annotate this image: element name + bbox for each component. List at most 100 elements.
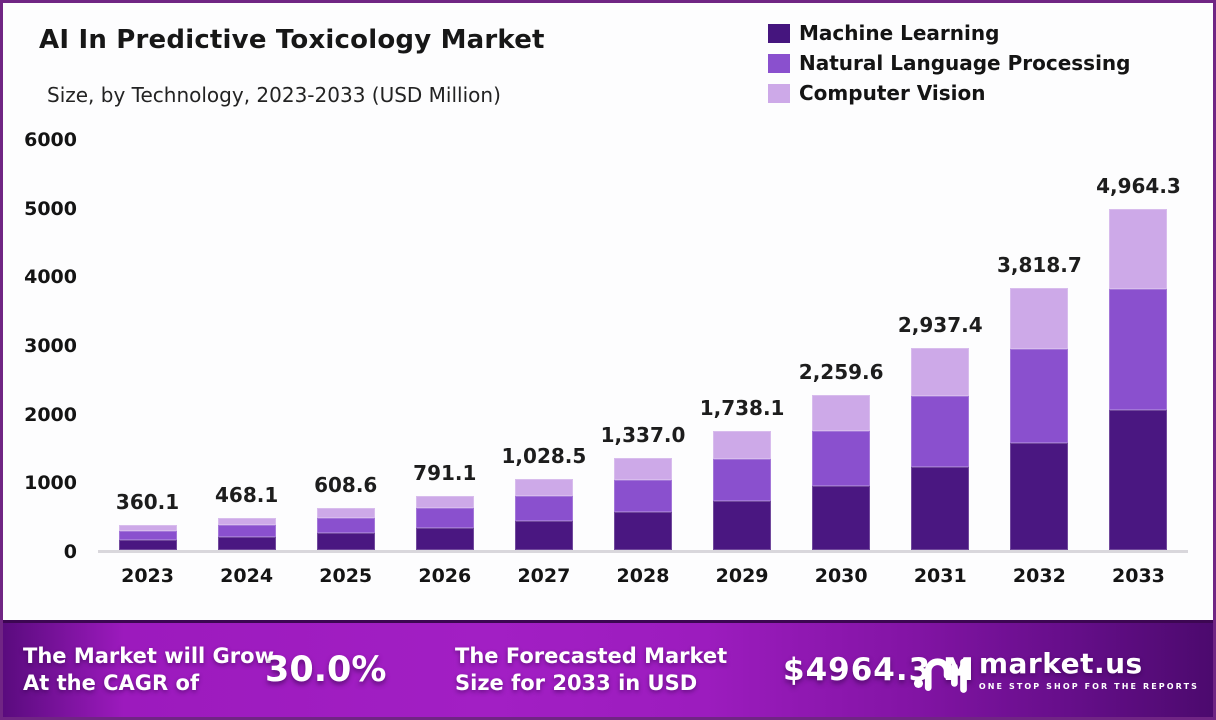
x-tick-label: 2033 xyxy=(1112,565,1165,587)
bar-segment xyxy=(614,458,672,480)
bar-segment xyxy=(217,525,276,537)
bar-segment xyxy=(514,521,573,550)
bar-segment xyxy=(812,431,871,487)
brand-name: market.us xyxy=(978,646,1143,680)
stacked-bar xyxy=(911,348,970,550)
legend-item-1: Natural Language Processing xyxy=(768,51,1130,75)
bar-group-2030: 2,259.6 2030 xyxy=(791,141,891,587)
bar-segment xyxy=(415,495,474,509)
bar-segment xyxy=(316,518,375,533)
bar-segment xyxy=(1109,410,1168,550)
y-tick-label: 0 xyxy=(63,541,77,563)
bar-segment xyxy=(1010,349,1069,443)
bar-segment xyxy=(1109,289,1168,411)
x-tick-label: 2028 xyxy=(616,565,670,587)
stacked-bar xyxy=(415,495,474,550)
bar-segment xyxy=(911,348,970,396)
bar-segment xyxy=(118,531,177,540)
bar-group-2032: 3,818.7 2032 xyxy=(989,141,1089,587)
bar-group-2024: 468.1 2024 xyxy=(197,141,297,587)
page-subtitle: Size, by Technology, 2023-2033 (USD Mill… xyxy=(47,83,501,107)
stacked-bar xyxy=(1010,287,1069,550)
bar-value-label: 4,964.3 xyxy=(1096,174,1181,199)
brand-text: market.us ONE STOP SHOP FOR THE REPORTS xyxy=(978,646,1199,691)
stacked-bar xyxy=(514,479,573,550)
forecast-caption-line2: Size for 2033 in USD xyxy=(455,671,698,695)
y-tick-label: 3000 xyxy=(24,335,77,357)
bar-group-2028: 1,337.0 2028 xyxy=(593,141,693,587)
bar-value-label: 468.1 xyxy=(214,482,279,507)
bar-group-2027: 1,028.5 2027 xyxy=(494,141,594,587)
forecast-value: $4964.3 M xyxy=(783,652,975,688)
legend-swatch-icon xyxy=(768,83,790,103)
bar-segment xyxy=(118,539,177,550)
stacked-bar xyxy=(713,430,772,550)
y-tick-label: 4000 xyxy=(24,266,77,289)
footer-banner: The Market will Grow At the CAGR of 30.0… xyxy=(3,620,1213,717)
brand-tagline: ONE STOP SHOP FOR THE REPORTS xyxy=(978,681,1199,691)
legend-swatch-icon xyxy=(768,53,790,73)
bar-segment xyxy=(1010,287,1069,350)
stacked-bar xyxy=(217,517,276,550)
bar-group-2033: 4,964.3 2033 xyxy=(1088,141,1188,587)
x-tick-label: 2025 xyxy=(319,565,373,587)
y-tick-label: 6000 xyxy=(24,129,77,151)
bar-value-label: 1,028.5 xyxy=(501,444,587,469)
x-tick-label: 2032 xyxy=(1012,565,1066,587)
bar-segment xyxy=(713,501,772,550)
x-tick-label: 2026 xyxy=(418,565,472,587)
stacked-bar xyxy=(118,525,177,550)
legend-item-0: Machine Learning xyxy=(768,21,1130,45)
legend-swatch-icon xyxy=(768,23,790,43)
bar-segment xyxy=(812,394,871,432)
legend-label: Machine Learning xyxy=(799,21,1000,45)
bar-segment xyxy=(316,532,375,550)
bar-segment xyxy=(217,536,276,550)
brand-logo: market.us ONE STOP SHOP FOR THE REPORTS xyxy=(913,644,1199,696)
bar-value-label: 791.1 xyxy=(413,460,477,485)
x-tick-label: 2024 xyxy=(220,565,274,587)
stacked-bar xyxy=(316,508,375,550)
bar-segment xyxy=(217,517,276,526)
x-tick-label: 2030 xyxy=(814,565,868,587)
bar-segment xyxy=(415,508,474,528)
bar-segment xyxy=(415,527,474,550)
bar-segment xyxy=(614,512,672,550)
bar-value-label: 608.6 xyxy=(314,473,378,498)
bar-value-label: 1,337.0 xyxy=(600,423,686,448)
bar-segment xyxy=(514,495,573,522)
forecast-caption: The Forecasted Market Size for 2033 in U… xyxy=(455,643,727,697)
bar-group-2031: 2,937.4 2031 xyxy=(890,141,990,587)
plot-area: 360.1 2023 468.1 2024 608.6 2025 791.1 2026 1,02… xyxy=(98,141,1188,587)
bar-segment xyxy=(316,508,375,519)
y-tick-label: 1000 xyxy=(24,472,77,495)
bar-segment xyxy=(911,395,970,468)
stacked-bar xyxy=(812,394,871,550)
bar-segment xyxy=(514,479,573,496)
bar-group-2029: 1,738.1 2029 xyxy=(692,141,792,587)
legend-item-2: Computer Vision xyxy=(768,81,1130,105)
bar-group-2025: 608.6 2025 xyxy=(296,141,396,587)
y-tick-label: 5000 xyxy=(24,197,77,220)
bar-segment xyxy=(1109,209,1168,290)
forecast-caption-line1: The Forecasted Market xyxy=(455,644,728,668)
legend-label: Computer Vision xyxy=(799,81,986,105)
cagr-caption-line2: At the CAGR of xyxy=(23,671,200,695)
bar-segment xyxy=(614,479,672,513)
bar-value-label: 3,818.7 xyxy=(996,252,1082,277)
x-tick-label: 2027 xyxy=(517,565,571,587)
stacked-bar xyxy=(614,458,672,550)
page-title: AI In Predictive Toxicology Market xyxy=(39,25,545,55)
x-tick-label: 2029 xyxy=(715,565,769,587)
marketus-logo-icon xyxy=(913,658,967,693)
legend: Machine Learning Natural Language Process… xyxy=(768,21,1130,111)
cagr-caption-line1: The Market will Grow xyxy=(23,644,274,668)
bar-segment xyxy=(713,458,772,502)
bar-group-2023: 360.1 2023 xyxy=(98,141,198,587)
bar-value-label: 2,259.6 xyxy=(798,359,884,384)
x-tick-label: 2023 xyxy=(121,565,174,587)
bar-segment xyxy=(812,486,871,550)
legend-label: Natural Language Processing xyxy=(799,51,1131,75)
x-tick-label: 2031 xyxy=(913,565,967,587)
cagr-caption: The Market will Grow At the CAGR of xyxy=(23,643,274,697)
